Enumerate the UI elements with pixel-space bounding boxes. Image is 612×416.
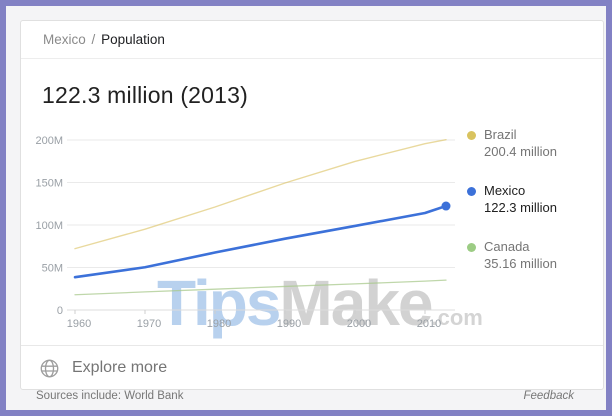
globe-icon (40, 359, 59, 377)
breadcrumb-attribute: Population (101, 32, 165, 47)
svg-text:1980: 1980 (207, 318, 231, 330)
legend-value: 200.4 million (484, 144, 557, 159)
explore-more-label: Explore more (72, 359, 168, 376)
mexico-series-dot-icon (467, 187, 476, 196)
brazil-series-dot-icon (467, 131, 476, 140)
population-chart: TipsMake.com 0 50M 100M 150M 200M 1960 1970 198… (21, 121, 482, 351)
legend-label: Brazil (484, 127, 517, 142)
svg-text:1990: 1990 (277, 318, 301, 330)
explore-more-button[interactable]: Explore more (21, 345, 603, 390)
feedback-link[interactable]: Feedback (523, 390, 574, 402)
breadcrumb: Mexico / Population (21, 21, 603, 59)
svg-text:150M: 150M (35, 178, 63, 190)
legend-item-canada[interactable]: Canada 35.16 million (467, 239, 597, 272)
legend-label: Canada (484, 239, 530, 254)
page-title: 122.3 million (2013) (42, 82, 249, 108)
svg-text:1960: 1960 (67, 318, 91, 330)
svg-text:0: 0 (57, 305, 63, 317)
svg-text:1970: 1970 (137, 318, 161, 330)
legend-item-brazil[interactable]: Brazil 200.4 million (467, 127, 597, 160)
chart-legend: Brazil 200.4 million Mexico 122.3 millio… (467, 127, 597, 295)
legend-value: 35.16 million (484, 256, 557, 271)
legend-value: 122.3 million (484, 200, 557, 215)
svg-text:100M: 100M (35, 220, 63, 232)
breadcrumb-entity-link[interactable]: Mexico (43, 32, 86, 47)
breadcrumb-separator: / (91, 32, 96, 47)
legend-item-mexico[interactable]: Mexico 122.3 million (467, 183, 597, 216)
line-chart-canvas[interactable]: 0 50M 100M 150M 200M 1960 1970 1980 1990 2000 2010 (21, 121, 471, 351)
legend-label: Mexico (484, 183, 526, 198)
svg-text:2010: 2010 (417, 318, 441, 330)
svg-text:50M: 50M (42, 263, 63, 275)
sources-attribution: Sources include: World Bank (36, 390, 184, 402)
canada-series-dot-icon (467, 243, 476, 252)
knowledge-card: Mexico / Population 122.3 million (2013)… (20, 20, 604, 390)
svg-text:200M: 200M (35, 135, 63, 147)
svg-text:2000: 2000 (347, 318, 371, 330)
